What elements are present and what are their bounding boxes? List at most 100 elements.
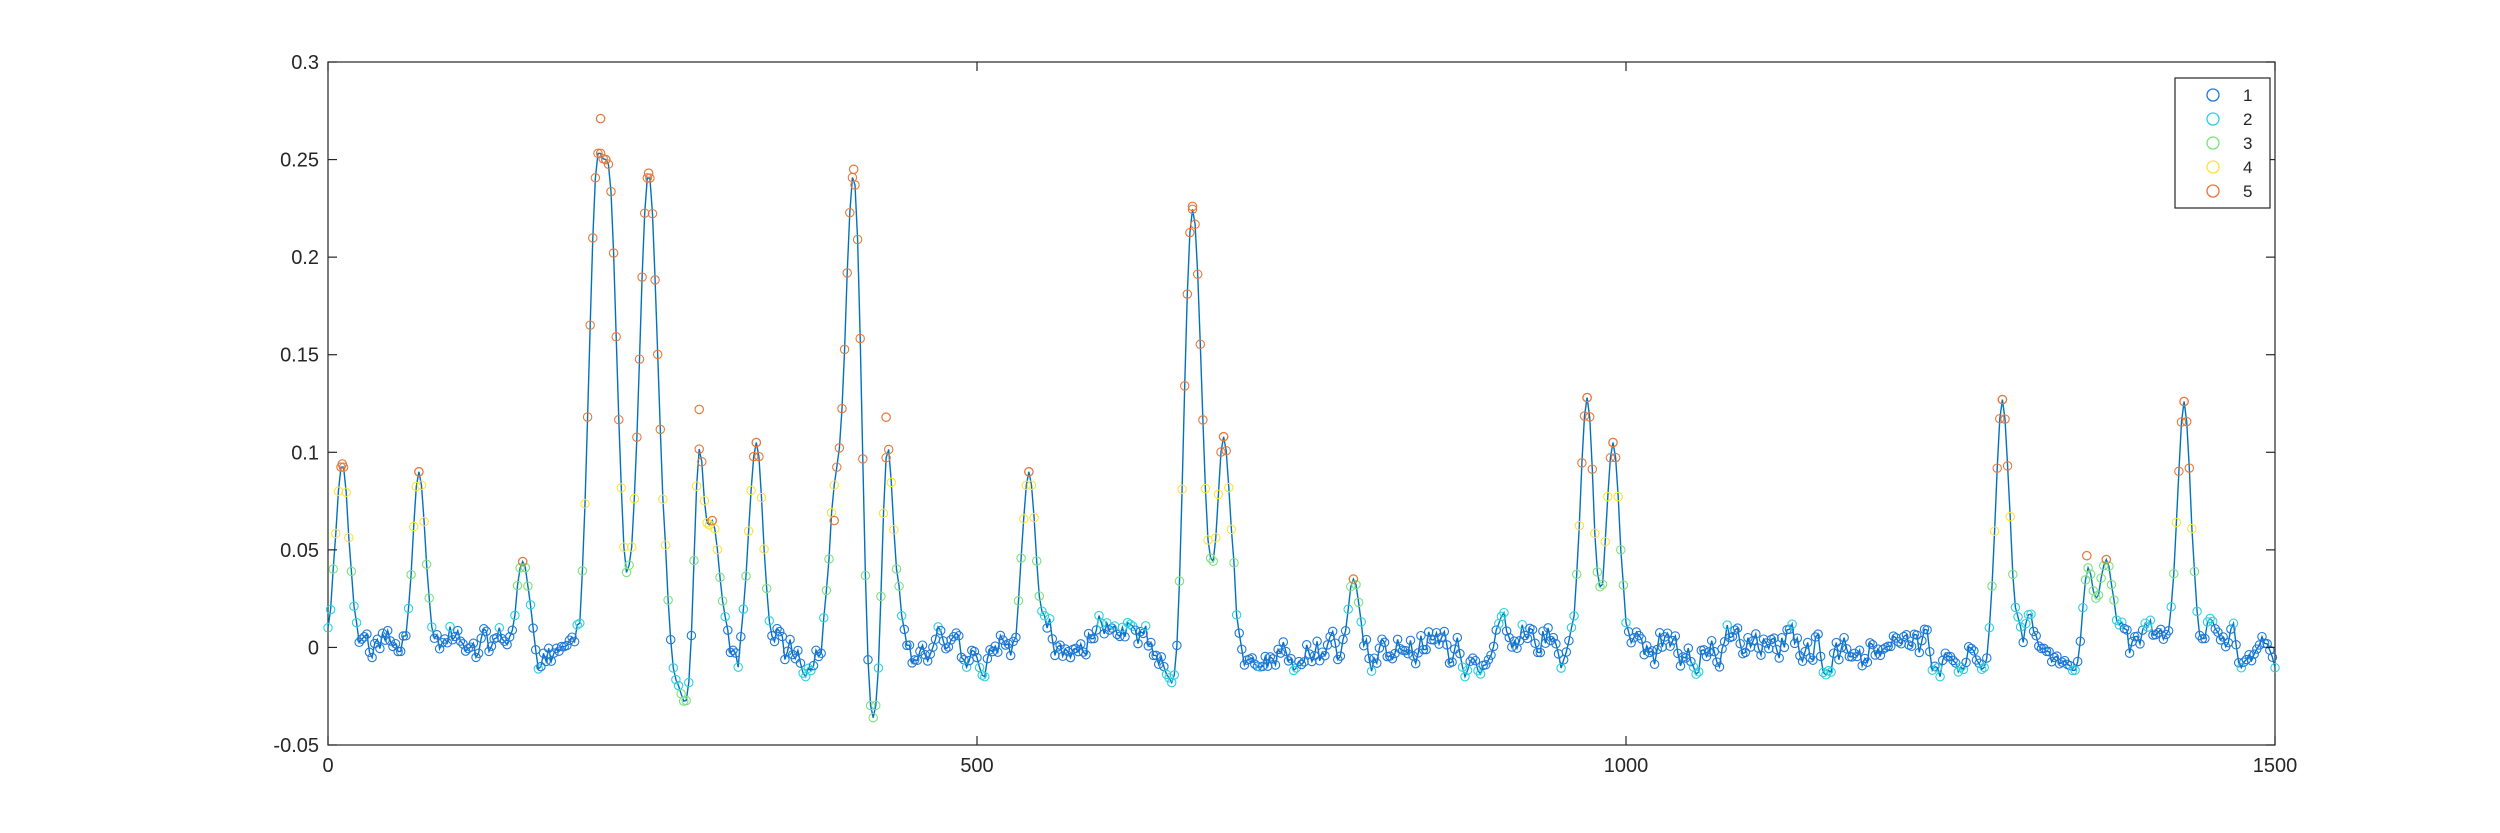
- axes-box: [327, 61, 2276, 746]
- data-point: [1727, 631, 1738, 642]
- data-point: [375, 643, 385, 654]
- data-point: [681, 695, 691, 706]
- data-point: [1849, 648, 1860, 659]
- data-point: [1613, 491, 1623, 502]
- data-point: [2109, 595, 2119, 605]
- data-point: [1016, 553, 1026, 563]
- data-point: [1156, 652, 1167, 662]
- data-point: [712, 544, 723, 555]
- data-point: [873, 663, 884, 673]
- data-point: [2135, 639, 2145, 649]
- data-point: [803, 663, 814, 674]
- data-point: [2246, 655, 2257, 666]
- data-point: [1247, 653, 1257, 663]
- data-point: [673, 680, 684, 691]
- data-point: [723, 625, 733, 635]
- data-point: [1042, 623, 1052, 633]
- data-point: [362, 629, 372, 639]
- data-point: [611, 332, 621, 342]
- peak-point: [707, 515, 717, 526]
- data-point: [1413, 648, 1424, 658]
- data-point: [829, 480, 839, 490]
- data-point: [1377, 634, 1387, 644]
- data-point: [819, 613, 829, 623]
- peak-point: [694, 404, 704, 415]
- data-point: [577, 566, 588, 576]
- data-point: [1320, 650, 1330, 661]
- data-point: [702, 518, 712, 528]
- data-point: [1979, 662, 1989, 673]
- data-point: [1115, 631, 1125, 642]
- data-point: [1686, 656, 1696, 667]
- legend: 1 2 3 4 5: [2174, 77, 2271, 209]
- data-point: [1361, 634, 1372, 645]
- data-point: [1026, 480, 1037, 490]
- data-point: [2181, 416, 2192, 427]
- data-point: [2075, 636, 2086, 647]
- data-point: [1647, 646, 1657, 656]
- data-point: [533, 664, 544, 674]
- data-point: [1706, 635, 1717, 646]
- data-point: [993, 647, 1003, 657]
- data-point: [889, 525, 899, 535]
- peak-point: [2179, 396, 2189, 407]
- data-point: [2093, 590, 2104, 600]
- data-point: [2010, 602, 2021, 613]
- data-point: [1789, 638, 1800, 649]
- data-point: [935, 625, 946, 636]
- data-point: [894, 581, 904, 591]
- data-point: [1263, 661, 1273, 671]
- data-point: [842, 268, 852, 278]
- data-point: [668, 663, 679, 673]
- data-point: [1914, 647, 1925, 658]
- data-point: [2005, 511, 2015, 522]
- data-point: [1805, 653, 1816, 663]
- data-point: [1257, 661, 1268, 672]
- data-point: [2143, 622, 2153, 632]
- data-point: [1976, 664, 1987, 675]
- data-point: [1743, 632, 1753, 643]
- data-point: [1442, 640, 1452, 650]
- data-point: [824, 554, 834, 564]
- data-point: [907, 658, 917, 668]
- data-point: [510, 610, 520, 621]
- data-point: [699, 495, 710, 506]
- data-point: [445, 621, 455, 632]
- data-point: [380, 635, 390, 645]
- data-point: [886, 477, 897, 488]
- data-point: [980, 671, 990, 682]
- data-point: [876, 591, 886, 602]
- data-point: [476, 633, 486, 644]
- data-point: [2158, 634, 2169, 645]
- data-point: [1283, 656, 1294, 666]
- peak-point: [1024, 466, 1034, 477]
- data-point: [684, 677, 694, 688]
- data-point: [2124, 648, 2135, 658]
- data-point: [1003, 639, 1013, 649]
- data-point: [850, 180, 860, 190]
- data-point: [1076, 639, 1086, 649]
- data-point: [2228, 618, 2239, 629]
- data-point: [1421, 644, 1431, 655]
- data-point: [1901, 630, 1912, 640]
- data-point: [575, 618, 585, 628]
- data-point: [645, 173, 655, 183]
- data-point: [2044, 646, 2054, 657]
- data-point: [871, 700, 881, 711]
- data-point: [1372, 658, 1382, 668]
- peak-point: [1187, 201, 1198, 212]
- data-point: [1039, 611, 1050, 621]
- data-point: [1192, 269, 1203, 279]
- data-point: [1766, 634, 1777, 645]
- data-point: [549, 648, 559, 658]
- peak-point: [643, 168, 654, 178]
- data-point: [855, 333, 865, 344]
- y-tick-label: 0.25: [280, 150, 319, 172]
- data-point: [1470, 655, 1481, 666]
- data-point: [1623, 626, 1634, 637]
- data-point: [941, 644, 951, 654]
- data-point: [1460, 671, 1470, 682]
- data-point: [1387, 653, 1398, 664]
- data-point: [811, 645, 821, 656]
